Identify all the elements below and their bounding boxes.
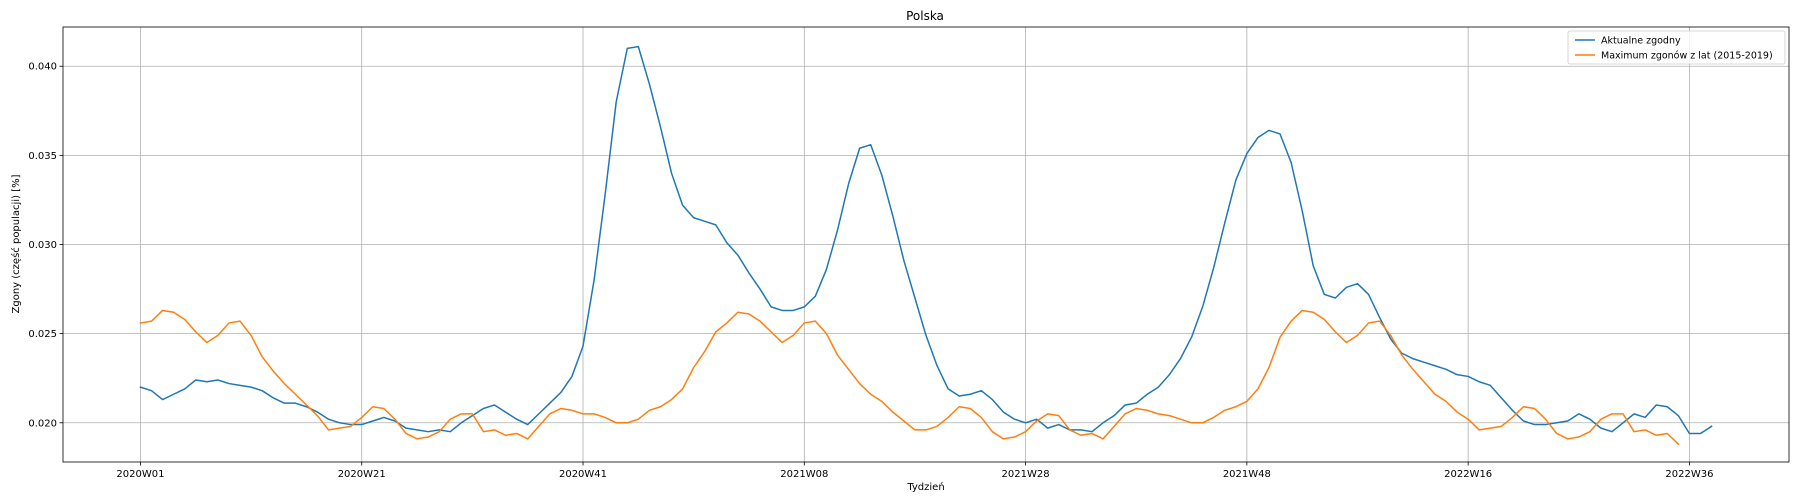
x-tick-label: 2020W21: [338, 469, 386, 480]
grid: [63, 27, 1789, 462]
series-line-actual: [139, 45, 1713, 435]
chart-title: Polska: [906, 9, 944, 23]
x-axis-label: Tydzień: [906, 481, 944, 493]
y-tick-label: 0.020: [28, 418, 57, 429]
x-tick-label: 2022W16: [1444, 469, 1492, 480]
legend-label-max: Maximum zgonów z lat (2015-2019): [1601, 51, 1773, 62]
y-tick-label: 0.035: [28, 151, 57, 162]
x-tick-label: 2020W41: [559, 469, 607, 480]
y-tick-label: 0.025: [28, 329, 57, 340]
x-tick-label: 2021W28: [1002, 469, 1050, 480]
x-axis-ticks: 2020W01 2020W21 2020W41 2021W08 2021W28 2021W…: [116, 462, 1713, 480]
y-axis-label: Zgony (część populacji) [%]: [10, 174, 22, 313]
y-axis-ticks: 0.020 0.025 0.030 0.035 0.040: [28, 62, 63, 429]
x-tick-label: 2021W48: [1223, 469, 1271, 480]
x-tick-label: 2020W01: [116, 469, 164, 480]
y-tick-label: 0.030: [28, 240, 57, 251]
series-line-max: [139, 309, 1680, 446]
y-tick-label: 0.040: [28, 62, 57, 73]
legend-label-actual: Aktualne zgodny: [1601, 36, 1681, 47]
legend-box: [1567, 30, 1786, 65]
x-tick-label: 2022W36: [1665, 469, 1713, 480]
x-tick-label: 2021W08: [780, 469, 828, 480]
legend: Aktualne zgodny Maximum zgonów z lat (20…: [1567, 30, 1786, 65]
series-lines: [139, 45, 1713, 446]
